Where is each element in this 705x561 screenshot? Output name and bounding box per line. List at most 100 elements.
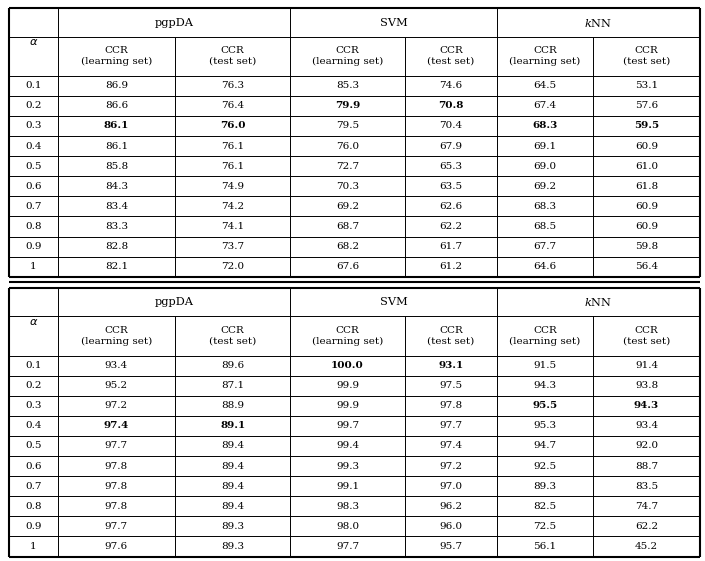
Text: 0.1: 0.1 — [25, 361, 42, 370]
Text: 1: 1 — [30, 542, 37, 551]
Text: 82.5: 82.5 — [534, 502, 556, 511]
Text: 45.2: 45.2 — [635, 542, 658, 551]
Text: 97.5: 97.5 — [439, 381, 462, 390]
Text: 94.7: 94.7 — [534, 442, 556, 450]
Text: 97.8: 97.8 — [439, 401, 462, 410]
Text: 0.2: 0.2 — [25, 381, 42, 390]
Text: 0.1: 0.1 — [25, 81, 42, 90]
Text: 97.4: 97.4 — [439, 442, 462, 450]
Text: 56.1: 56.1 — [534, 542, 556, 551]
Text: 59.5: 59.5 — [634, 122, 659, 131]
Text: 88.9: 88.9 — [221, 401, 244, 410]
Text: 74.1: 74.1 — [221, 222, 244, 231]
Text: 74.7: 74.7 — [635, 502, 658, 511]
Text: 99.9: 99.9 — [336, 381, 359, 390]
Text: 100.0: 100.0 — [331, 361, 364, 370]
Text: 0.7: 0.7 — [25, 482, 42, 491]
Text: 0.4: 0.4 — [25, 421, 42, 430]
Text: 95.5: 95.5 — [532, 401, 558, 410]
Text: 0.3: 0.3 — [25, 401, 42, 410]
Text: 0.7: 0.7 — [25, 202, 42, 211]
Text: 89.3: 89.3 — [534, 482, 556, 491]
Text: 89.1: 89.1 — [220, 421, 245, 430]
Text: 0.2: 0.2 — [25, 102, 42, 111]
Text: 68.3: 68.3 — [532, 122, 558, 131]
Text: 98.0: 98.0 — [336, 522, 359, 531]
Text: 89.6: 89.6 — [221, 361, 244, 370]
Text: 99.1: 99.1 — [336, 482, 359, 491]
Text: 0.8: 0.8 — [25, 222, 42, 231]
Text: 60.9: 60.9 — [635, 202, 658, 211]
Text: 65.3: 65.3 — [439, 162, 462, 171]
Text: 83.3: 83.3 — [105, 222, 128, 231]
Text: 86.9: 86.9 — [105, 81, 128, 90]
Text: CCR
(learning set): CCR (learning set) — [312, 326, 384, 346]
Text: 97.8: 97.8 — [105, 462, 128, 471]
Text: 74.6: 74.6 — [439, 81, 462, 90]
Text: SVM: SVM — [380, 297, 407, 307]
Text: SVM: SVM — [380, 17, 407, 27]
Text: 64.5: 64.5 — [534, 81, 556, 90]
Text: CCR
(test set): CCR (test set) — [209, 47, 257, 66]
Text: 83.4: 83.4 — [105, 202, 128, 211]
Text: 85.8: 85.8 — [105, 162, 128, 171]
Text: 88.7: 88.7 — [635, 462, 658, 471]
Text: $\alpha$: $\alpha$ — [29, 317, 38, 327]
Text: 67.4: 67.4 — [534, 102, 556, 111]
Text: 70.8: 70.8 — [439, 102, 463, 111]
Text: 95.7: 95.7 — [439, 542, 462, 551]
Text: 0.4: 0.4 — [25, 141, 42, 150]
Text: 76.4: 76.4 — [221, 102, 244, 111]
Text: $\alpha$: $\alpha$ — [29, 37, 38, 47]
Text: CCR
(learning set): CCR (learning set) — [80, 47, 152, 66]
Text: 89.4: 89.4 — [221, 482, 244, 491]
Text: 59.8: 59.8 — [635, 242, 658, 251]
Text: 68.2: 68.2 — [336, 242, 359, 251]
Text: 83.5: 83.5 — [635, 482, 658, 491]
Text: 97.8: 97.8 — [105, 502, 128, 511]
Text: 61.8: 61.8 — [635, 182, 658, 191]
Text: 73.7: 73.7 — [221, 242, 244, 251]
Text: 70.4: 70.4 — [439, 122, 462, 131]
Text: 96.2: 96.2 — [439, 502, 462, 511]
Text: 53.1: 53.1 — [635, 81, 658, 90]
Text: 57.6: 57.6 — [635, 102, 658, 111]
Text: 97.7: 97.7 — [105, 442, 128, 450]
Text: 76.3: 76.3 — [221, 81, 244, 90]
Text: $k$NN: $k$NN — [584, 16, 613, 29]
Text: 97.6: 97.6 — [105, 542, 128, 551]
Text: 91.5: 91.5 — [534, 361, 556, 370]
Text: 92.0: 92.0 — [635, 442, 658, 450]
Text: 68.7: 68.7 — [336, 222, 359, 231]
Text: 89.4: 89.4 — [221, 502, 244, 511]
Text: 93.8: 93.8 — [635, 381, 658, 390]
Text: 76.1: 76.1 — [221, 162, 244, 171]
Text: 60.9: 60.9 — [635, 141, 658, 150]
Text: 70.3: 70.3 — [336, 182, 359, 191]
Text: CCR
(test set): CCR (test set) — [209, 327, 257, 346]
Text: 0.3: 0.3 — [25, 122, 42, 131]
Text: $k$NN: $k$NN — [584, 296, 613, 309]
Text: 95.2: 95.2 — [105, 381, 128, 390]
Text: 67.6: 67.6 — [336, 262, 359, 271]
Text: 62.2: 62.2 — [439, 222, 462, 231]
Text: 85.3: 85.3 — [336, 81, 359, 90]
Text: 69.2: 69.2 — [534, 182, 556, 191]
Text: 84.3: 84.3 — [105, 182, 128, 191]
Text: pgpDA: pgpDA — [154, 297, 194, 307]
Text: 99.7: 99.7 — [336, 421, 359, 430]
Text: 87.1: 87.1 — [221, 381, 244, 390]
Text: 63.5: 63.5 — [439, 182, 462, 191]
Text: CCR
(learning set): CCR (learning set) — [509, 326, 581, 346]
Text: 68.3: 68.3 — [534, 202, 556, 211]
Text: 82.1: 82.1 — [105, 262, 128, 271]
Text: 86.6: 86.6 — [105, 102, 128, 111]
Text: 0.6: 0.6 — [25, 182, 42, 191]
Text: 86.1: 86.1 — [104, 122, 129, 131]
Text: 97.7: 97.7 — [336, 542, 359, 551]
Text: pgpDA: pgpDA — [154, 17, 194, 27]
Text: 76.0: 76.0 — [220, 122, 245, 131]
Text: 72.7: 72.7 — [336, 162, 359, 171]
Text: 96.0: 96.0 — [439, 522, 462, 531]
Text: 99.3: 99.3 — [336, 462, 359, 471]
